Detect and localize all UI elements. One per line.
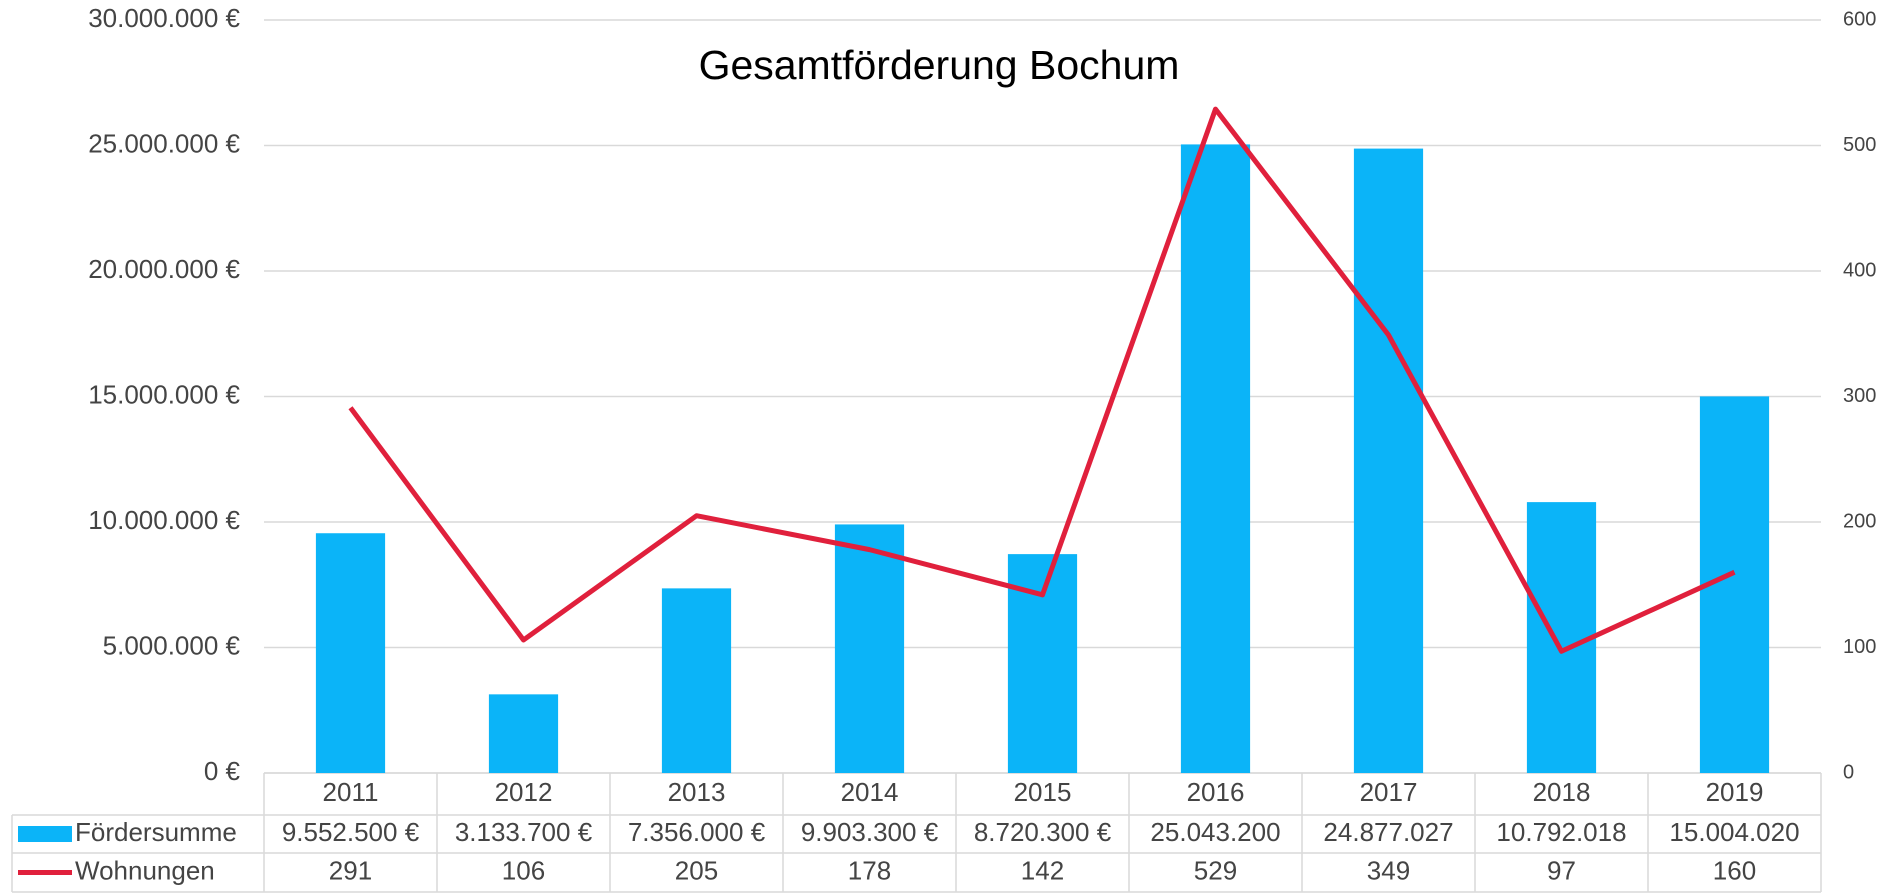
bar bbox=[1353, 148, 1424, 774]
data-label: 97 bbox=[1547, 855, 1576, 885]
y2-tick-label: 200 bbox=[1843, 510, 1876, 532]
data-label: 142 bbox=[1021, 855, 1064, 885]
legend-label: Wohnungen bbox=[75, 855, 215, 885]
y-tick-label: 5.000.000 € bbox=[103, 630, 241, 660]
x-tick-label: 2012 bbox=[495, 777, 553, 807]
chart-title: Gesamtförderung Bochum bbox=[699, 42, 1180, 88]
y-tick-label: 15.000.000 € bbox=[88, 379, 240, 409]
x-tick-label: 2019 bbox=[1706, 777, 1764, 807]
x-tick-label: 2011 bbox=[323, 777, 379, 807]
y2-tick-label: 300 bbox=[1843, 385, 1876, 407]
data-label: 10.792.018 bbox=[1496, 817, 1626, 847]
data-label: 106 bbox=[502, 855, 545, 885]
y-tick-label: 30.000.000 € bbox=[88, 3, 240, 33]
y2-tick-label: 100 bbox=[1843, 636, 1876, 658]
x-tick-label: 2014 bbox=[841, 777, 899, 807]
bar bbox=[488, 694, 559, 773]
bar bbox=[315, 533, 386, 773]
data-label: 205 bbox=[675, 855, 718, 885]
x-tick-label: 2018 bbox=[1533, 777, 1591, 807]
y2-tick-label: 600 bbox=[1843, 8, 1876, 30]
y-tick-label: 10.000.000 € bbox=[88, 505, 240, 535]
x-tick-label: 2013 bbox=[668, 777, 726, 807]
bar bbox=[1180, 144, 1251, 774]
y-tick-label: 25.000.000 € bbox=[88, 128, 240, 158]
legend-swatch bbox=[18, 826, 72, 842]
x-tick-label: 2015 bbox=[1014, 777, 1072, 807]
data-label: 9.552.500 € bbox=[282, 817, 420, 847]
data-label: 15.004.020 bbox=[1669, 817, 1799, 847]
data-label: 9.903.300 € bbox=[801, 817, 939, 847]
bar bbox=[1526, 502, 1597, 773]
bar bbox=[834, 524, 905, 773]
data-label: 160 bbox=[1713, 855, 1756, 885]
data-label: 25.043.200 bbox=[1150, 817, 1280, 847]
legend-label: Fördersumme bbox=[75, 817, 237, 847]
y-tick-label: 20.000.000 € bbox=[88, 254, 240, 284]
y2-tick-label: 0 bbox=[1843, 761, 1854, 783]
data-label: 8.720.300 € bbox=[974, 817, 1112, 847]
y2-tick-label: 400 bbox=[1843, 259, 1876, 281]
x-tick-label: 2017 bbox=[1360, 777, 1418, 807]
bar bbox=[661, 588, 732, 773]
data-label: 3.133.700 € bbox=[455, 817, 593, 847]
data-label: 291 bbox=[329, 855, 372, 885]
data-label: 7.356.000 € bbox=[628, 817, 766, 847]
y2-tick-label: 500 bbox=[1843, 134, 1876, 156]
data-label: 349 bbox=[1367, 855, 1410, 885]
line bbox=[348, 106, 1736, 654]
data-label: 178 bbox=[848, 855, 891, 885]
x-tick-label: 2016 bbox=[1187, 777, 1245, 807]
y-tick-label: 0 € bbox=[204, 756, 241, 786]
data-label: 24.877.027 bbox=[1323, 817, 1453, 847]
data-label: 529 bbox=[1194, 855, 1237, 885]
